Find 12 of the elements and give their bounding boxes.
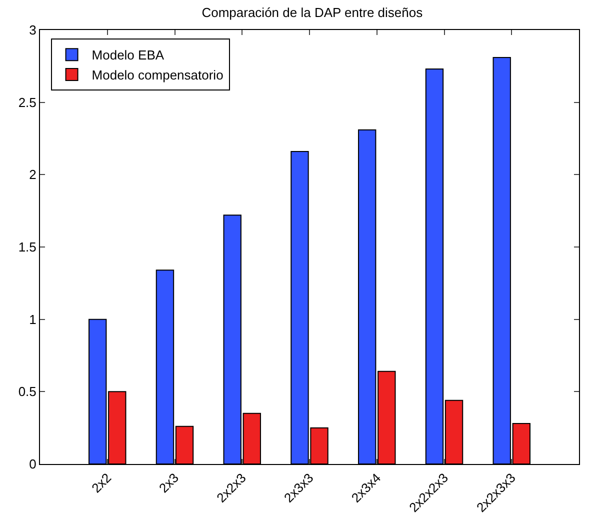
y-tick-label: 0.5 [18,384,36,400]
y-tick-label: 2.5 [18,94,36,110]
x-tick-label: 2x2 [88,470,114,496]
y-tick-label: 0 [29,456,36,472]
x-tick-label: 2x3 [156,470,182,496]
chart-title: Comparación de la DAP entre diseños [202,5,424,20]
y-tick-label: 1 [29,312,36,327]
y-tick-label: 1.5 [18,240,36,255]
legend-label: Modelo EBA [92,48,164,63]
legend-label: Modelo compensatorio [92,68,224,83]
y-tick-label: 2 [29,167,36,182]
y-tick-label: 3 [29,22,36,38]
